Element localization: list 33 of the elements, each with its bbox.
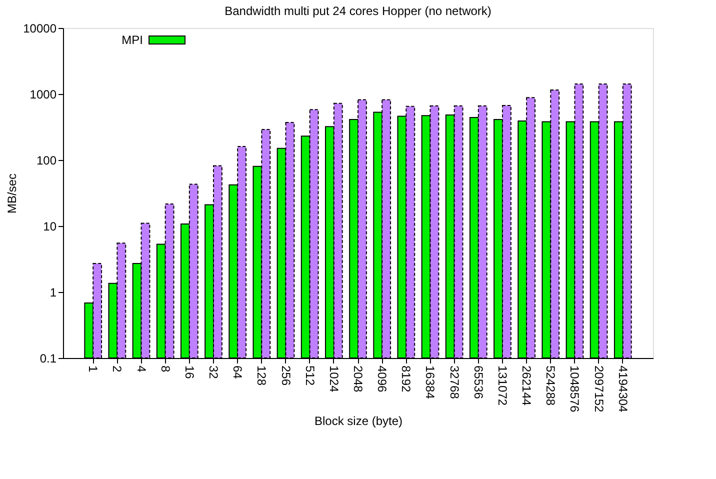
x-tick-label: 16 xyxy=(182,366,196,380)
x-tick-label: 4 xyxy=(134,366,148,372)
x-tick-label: 2097152 xyxy=(592,366,606,413)
x-tick-label: 32768 xyxy=(447,366,462,400)
x-tick-label: 2048 xyxy=(351,366,365,393)
x-tick-label: 262144 xyxy=(520,366,534,406)
x-tick-label: 64 xyxy=(230,366,245,380)
x-tick-label: 524288 xyxy=(544,366,558,406)
x-tick-label: 1 xyxy=(86,366,100,372)
x-tick-label: 4194304 xyxy=(616,366,630,413)
x-axis-title: Block size (byte) xyxy=(314,414,403,428)
y-tick-label: 10000 xyxy=(23,22,57,36)
legend-label: MPI xyxy=(122,33,143,47)
x-tick-label: 32 xyxy=(206,366,221,380)
x-tick-label: 1048576 xyxy=(568,366,582,413)
x-tick-label: 2 xyxy=(110,366,124,372)
x-tick-label: 16384 xyxy=(423,366,438,400)
y-tick-label: 0.1 xyxy=(40,352,57,366)
chart-title: Bandwidth multi put 24 cores Hopper (no network) xyxy=(224,4,492,18)
y-tick-label: 1000 xyxy=(30,88,57,102)
y-tick-label: 1 xyxy=(50,286,57,300)
y-axis-title: MB/sec xyxy=(5,173,20,214)
x-tick-label: 256 xyxy=(278,366,293,386)
x-tick-label: 65536 xyxy=(471,366,486,400)
x-tick-label: 1024 xyxy=(326,366,341,393)
x-tick-label: 131072 xyxy=(495,366,510,406)
x-tick-label: 8192 xyxy=(399,366,414,393)
x-tick-label: 128 xyxy=(254,366,269,386)
y-tick-label: 100 xyxy=(36,154,57,168)
x-tick-label: 512 xyxy=(302,366,317,386)
x-tick-label: 8 xyxy=(158,366,172,372)
y-tick-label: 10 xyxy=(43,220,57,234)
x-tick-label: 4096 xyxy=(375,366,390,393)
